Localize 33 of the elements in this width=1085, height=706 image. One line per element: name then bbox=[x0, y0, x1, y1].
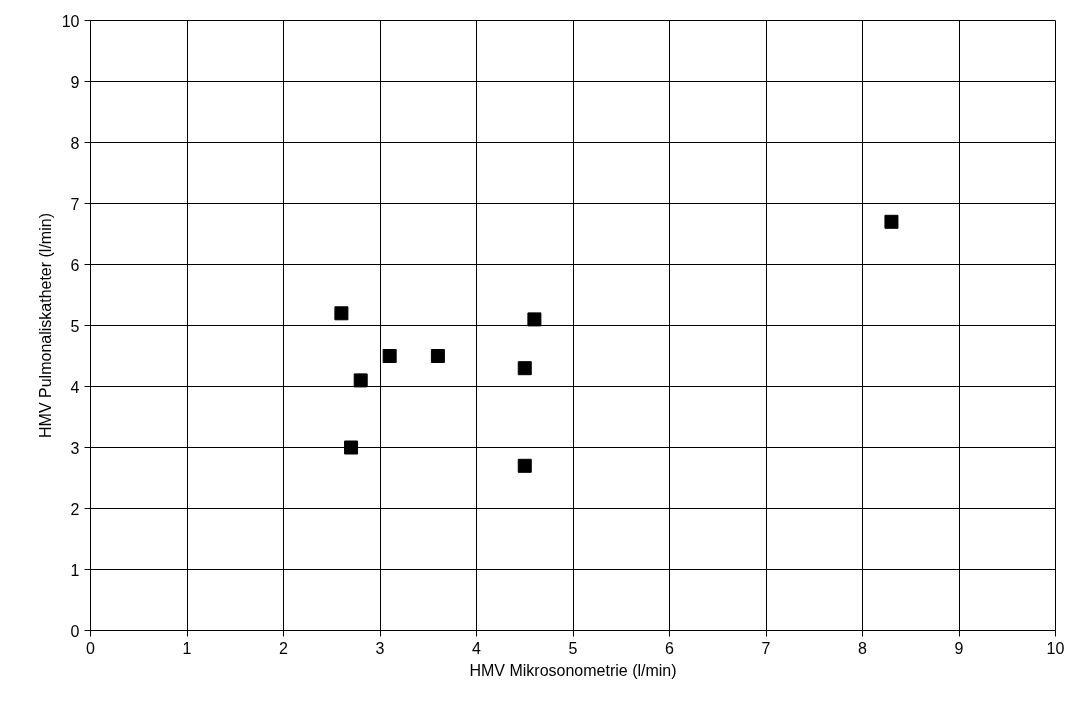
y-tick-label: 2 bbox=[70, 500, 80, 518]
point bbox=[382, 349, 397, 363]
point bbox=[430, 349, 445, 363]
point bbox=[334, 306, 349, 321]
x-tick-label: 0 bbox=[86, 639, 96, 657]
y-tick-label: 9 bbox=[70, 73, 80, 91]
x-tick-label: 5 bbox=[568, 639, 578, 657]
y-tick-label: 8 bbox=[70, 134, 80, 152]
y-tick-label: 5 bbox=[70, 317, 80, 335]
y-axis-title: HMV Pulmonaliskatheter (l/min) bbox=[36, 213, 54, 438]
y-tick-label: 0 bbox=[70, 622, 80, 640]
x-axis-title: HMV Mikrosonometrie (l/min) bbox=[469, 661, 677, 679]
x-tick-label: 3 bbox=[375, 639, 385, 657]
y-tick-label: 3 bbox=[70, 439, 80, 457]
x-tick-label: 1 bbox=[182, 639, 192, 657]
x-tick-label: 2 bbox=[279, 639, 289, 657]
point bbox=[517, 458, 532, 473]
point bbox=[344, 440, 359, 455]
x-tick-label: 9 bbox=[954, 639, 964, 657]
point bbox=[884, 214, 899, 229]
point bbox=[353, 373, 368, 388]
x-tick-label: 4 bbox=[472, 639, 482, 657]
x-tick-label: 8 bbox=[858, 639, 868, 657]
point bbox=[527, 312, 542, 327]
x-tick-label: 10 bbox=[1046, 639, 1065, 657]
y-tick-label: 10 bbox=[61, 12, 80, 30]
y-tick-label: 7 bbox=[70, 195, 80, 213]
y-tick-label: 4 bbox=[70, 378, 80, 396]
x-tick-label: 7 bbox=[761, 639, 771, 657]
point bbox=[517, 361, 532, 376]
y-tick-label: 1 bbox=[70, 561, 80, 579]
y-tick-label: 6 bbox=[70, 256, 80, 274]
x-tick-label: 6 bbox=[665, 639, 675, 657]
